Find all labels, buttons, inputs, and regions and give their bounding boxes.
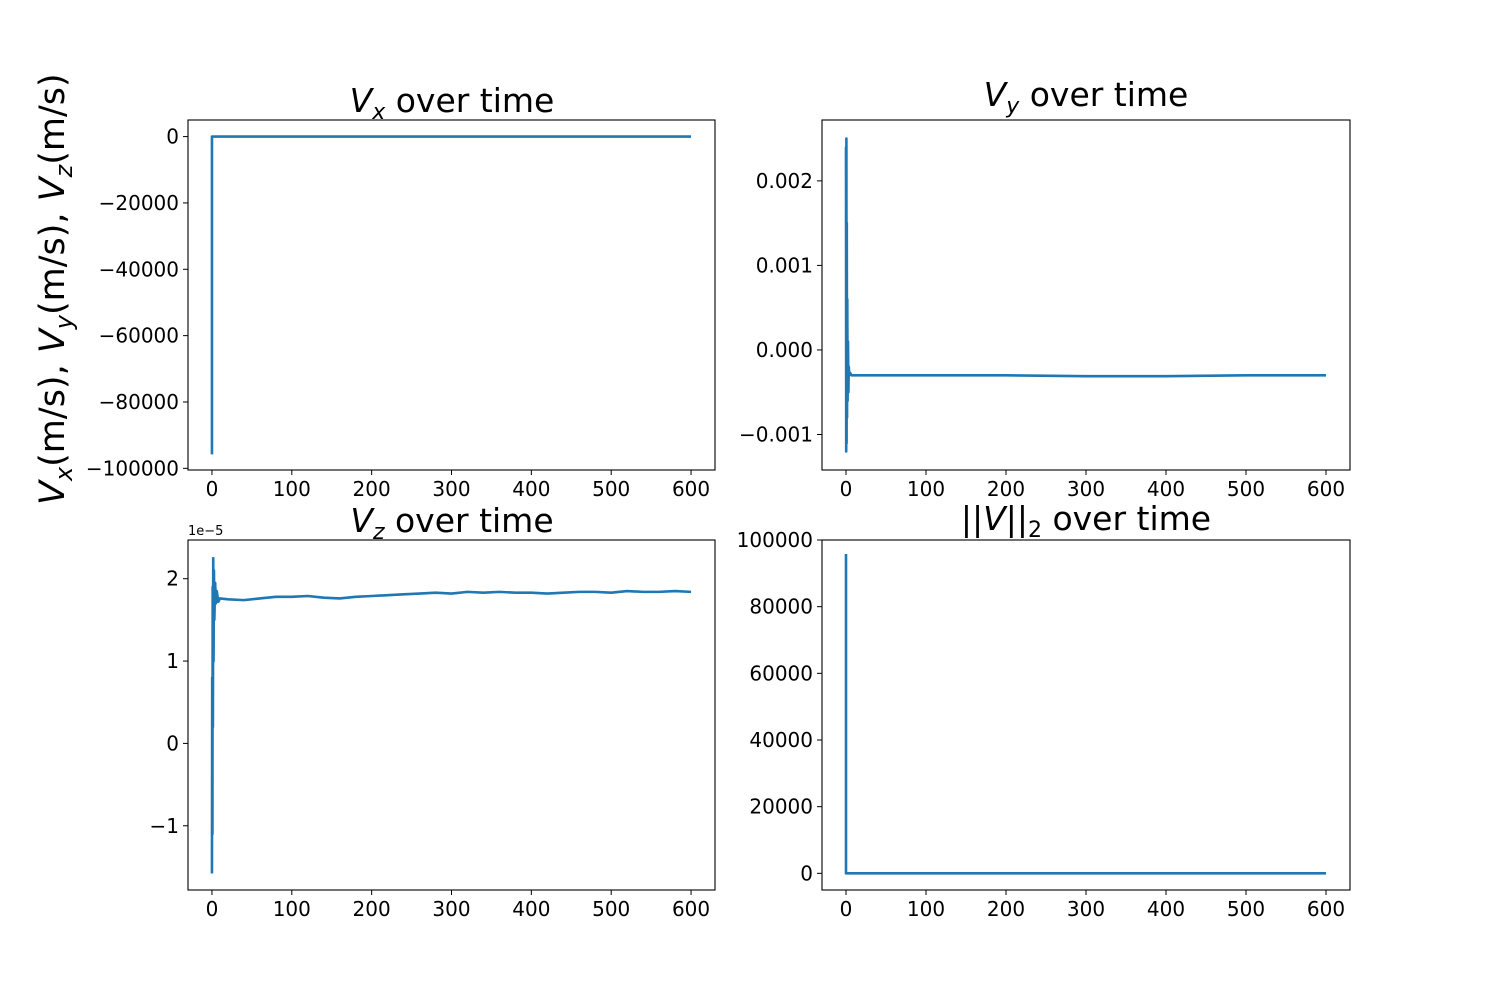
- x-tick-label: 300: [432, 897, 470, 921]
- x-tick-label: 500: [1227, 897, 1265, 921]
- panel-vnorm-plot: 0 100 200 300 400 500 600 100000 80000 60000 40000…: [737, 528, 1351, 921]
- y-tick-label: 20000: [749, 795, 813, 819]
- x-tick-label: 200: [987, 897, 1025, 921]
- series-line: [210, 135, 692, 455]
- x-tick-label: 400: [1147, 477, 1185, 501]
- panel-vnorm-title: ||V||2 over time: [961, 499, 1211, 543]
- y-tick-label: −0.001: [739, 422, 813, 446]
- y-tick-label: 1: [166, 649, 179, 673]
- x-tick-label: 600: [672, 897, 710, 921]
- y-tick-label: 0.000: [756, 338, 813, 362]
- x-tick-label: 100: [907, 477, 945, 501]
- x-tick-label: 500: [592, 897, 630, 921]
- panel-vy-title: Vy over time: [984, 75, 1189, 119]
- x-tick-label: 0: [840, 897, 853, 921]
- series-line: [210, 556, 692, 874]
- panel-vx-plot: 0 100 200 300 400 500 600 0 −20000 −40000 −60000 −8…: [86, 119, 716, 501]
- y-tick-label: −1: [150, 814, 179, 838]
- y-tick-label: 2: [166, 567, 179, 591]
- x-tick-label: 100: [273, 897, 311, 921]
- x-tick-label: 600: [1307, 477, 1345, 501]
- x-tick-label: 200: [353, 477, 391, 501]
- y-tick-label: −100000: [86, 456, 179, 480]
- panel-vx: Vx over time 0 100 200 300 400 500 600 0 −20000 −…: [86, 81, 716, 501]
- x-tick-label: 300: [1067, 477, 1105, 501]
- panel-vz-offset-text: 1e−5: [188, 524, 223, 539]
- y-tick-label: −20000: [99, 191, 179, 215]
- x-tick-label: 400: [512, 897, 550, 921]
- panel-vy-plot: 0 100 200 300 400 500 600 0.002 0.001 0.000 −0.001: [739, 119, 1351, 501]
- y-tick-label: 0: [166, 125, 179, 149]
- x-tick-label: 400: [512, 477, 550, 501]
- y-tick-label: −60000: [99, 324, 179, 348]
- panel-vz-title: Vz over time: [350, 501, 553, 545]
- x-tick-label: 0: [840, 477, 853, 501]
- x-tick-label: 500: [1227, 477, 1265, 501]
- x-tick-label: 0: [206, 897, 219, 921]
- x-tick-label: 0: [206, 477, 219, 501]
- x-tick-label: 100: [273, 477, 311, 501]
- panel-vnorm: ||V||2 over time 0 100 200 300 400 500 600 1000…: [737, 499, 1351, 921]
- panel-vx-title: Vx over time: [350, 81, 555, 125]
- x-tick-label: 600: [672, 477, 710, 501]
- panel-vz-plot: 0 100 200 300 400 500 600 2 1 0 −1: [150, 539, 716, 921]
- panel-vz: Vz over time 1e−5 0 100 200 300 400 500 600210…: [150, 501, 716, 921]
- y-tick-label: −80000: [99, 390, 179, 414]
- y-tick-label: 0: [166, 731, 179, 755]
- x-tick-label: 200: [353, 897, 391, 921]
- figure-ylabel: Vx(m/s), Vy(m/s), Vz(m/s): [33, 73, 78, 505]
- y-tick-label: 0.002: [756, 169, 813, 193]
- series-line: [844, 554, 1326, 875]
- series-line: [844, 137, 1326, 453]
- x-tick-label: 400: [1147, 897, 1185, 921]
- x-tick-label: 300: [432, 477, 470, 501]
- x-tick-label: 600: [1307, 897, 1345, 921]
- x-tick-label: 300: [1067, 897, 1105, 921]
- y-tick-label: 80000: [749, 595, 813, 619]
- x-tick-label: 500: [592, 477, 630, 501]
- y-tick-label: 0.001: [756, 253, 813, 277]
- y-tick-label: 0: [800, 861, 813, 885]
- y-tick-label: 40000: [749, 728, 813, 752]
- panel-vy: Vy over time 0 100 200 300 400 500 600 0.002 0.0…: [739, 75, 1351, 501]
- y-tick-label: 100000: [737, 528, 813, 552]
- y-tick-label: 60000: [749, 661, 813, 685]
- y-tick-label: −40000: [99, 257, 179, 281]
- x-tick-label: 100: [907, 897, 945, 921]
- x-tick-label: 200: [987, 477, 1025, 501]
